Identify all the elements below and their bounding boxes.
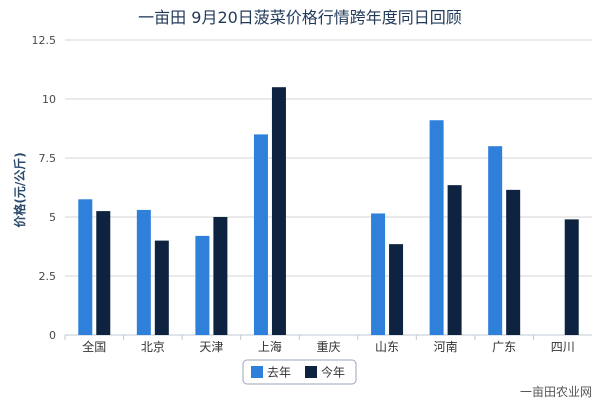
bar-去年-山东[interactable] bbox=[371, 213, 386, 335]
bar-去年-全国[interactable] bbox=[78, 199, 93, 335]
y-tick-label: 7.5 bbox=[39, 152, 57, 165]
legend-swatch-去年[interactable] bbox=[251, 366, 263, 378]
y-tick-label: 10 bbox=[42, 93, 56, 106]
y-tick-label: 5 bbox=[49, 211, 56, 224]
source-watermark: 一亩田农业网 bbox=[520, 384, 592, 399]
legend-box bbox=[242, 359, 357, 385]
x-axis-labels: 全国 北京 天津 上海 重庆 山东 河南 广东 四川 bbox=[64, 335, 575, 354]
bars bbox=[78, 87, 579, 336]
y-axis-ticks: 0 2.5 5 7.5 10 12.5 bbox=[32, 34, 57, 342]
legend[interactable]: 去年 今年 bbox=[242, 359, 357, 385]
bar-去年-河南[interactable] bbox=[429, 120, 444, 336]
bar-今年-四川[interactable] bbox=[564, 219, 579, 335]
x-category-label: 北京 bbox=[141, 340, 165, 354]
bar-今年-河南[interactable] bbox=[447, 185, 462, 335]
bar-今年-天津[interactable] bbox=[213, 217, 228, 335]
bar-去年-北京[interactable] bbox=[136, 209, 151, 335]
x-category-label: 四川 bbox=[551, 340, 575, 354]
x-category-label: 全国 bbox=[82, 339, 106, 354]
bar-今年-山东[interactable] bbox=[389, 244, 404, 335]
bar-今年-上海[interactable] bbox=[271, 87, 286, 335]
bar-去年-广东[interactable] bbox=[488, 146, 503, 335]
x-category-label: 河南 bbox=[434, 339, 458, 354]
x-category-label: 重庆 bbox=[316, 340, 340, 354]
x-category-label: 天津 bbox=[199, 340, 223, 354]
bar-去年-上海[interactable] bbox=[253, 134, 268, 335]
y-tick-label: 12.5 bbox=[32, 34, 57, 47]
legend-swatch-今年[interactable] bbox=[305, 366, 317, 378]
bar-去年-天津[interactable] bbox=[195, 235, 210, 335]
y-tick-label: 0 bbox=[49, 329, 56, 342]
x-category-label: 山东 bbox=[375, 340, 399, 354]
y-tick-label: 2.5 bbox=[39, 270, 57, 283]
legend-label-今年[interactable]: 今年 bbox=[321, 365, 345, 380]
bar-今年-广东[interactable] bbox=[506, 189, 521, 335]
chart-title: 一亩田 9月20日菠菜价格行情跨年度同日回顾 bbox=[138, 8, 462, 27]
y-axis-label: 价格(元/公斤) bbox=[12, 152, 27, 227]
legend-label-去年[interactable]: 去年 bbox=[267, 366, 291, 380]
x-category-label: 上海 bbox=[258, 339, 282, 354]
bar-今年-全国[interactable] bbox=[96, 211, 111, 335]
x-category-label: 广东 bbox=[492, 340, 516, 354]
grid-lines bbox=[65, 39, 592, 336]
bar-今年-北京[interactable] bbox=[154, 240, 169, 335]
